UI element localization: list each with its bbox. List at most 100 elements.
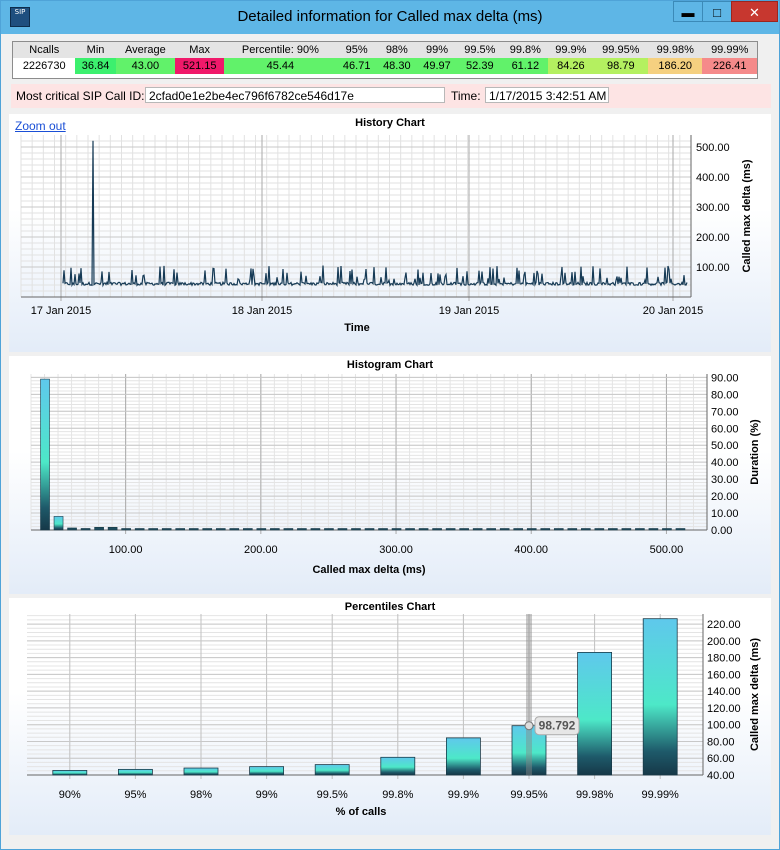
stat-header: 98% [376,42,417,58]
histogram-bar [526,528,537,531]
stat-value: 521.15 [175,58,225,74]
y-tick-label: 60.00 [711,423,739,435]
y-tick-label: 400.00 [696,172,730,184]
x-tick-label: 99.9% [448,789,479,801]
histogram-bar [472,528,483,531]
y-tick-label: 90.00 [711,372,739,384]
call-id-field[interactable]: 2cfad0e1e2be4ec796f6782ce546d17e [145,87,445,103]
x-tick-label: 100.00 [109,544,143,556]
y-tick-label: 160.00 [707,669,741,681]
stat-header: 99.5% [457,42,503,58]
y-axis-title: Called max delta (ms) [741,159,753,272]
histogram-bar [486,528,496,531]
x-tick-label: 99% [256,789,278,801]
histogram-bar [148,528,158,531]
minimize-button[interactable]: ▬ [673,1,703,22]
y-axis-title: Called max delta (ms) [749,638,761,751]
histogram-bar [378,528,388,531]
x-axis-title: % of calls [336,806,387,818]
stat-header: 99.98% [648,42,703,58]
histogram-bar [229,528,240,531]
tooltip-value: 98.792 [539,719,576,733]
y-tick-label: 200.00 [696,232,730,244]
title-bar[interactable]: SIP Detailed information for Called max … [1,1,779,34]
stat-header: 99% [416,42,458,58]
percentiles-chart-panel: Percentiles Chart 40.00 60.00 80.00 100.00 12… [9,598,771,835]
stat-header: Min [75,42,116,58]
histogram-bar [445,528,456,531]
stat-value: 46.71 [336,58,377,74]
percentile-bar [249,766,285,776]
y-tick-label: 70.00 [711,406,739,418]
histogram-bar [324,528,334,531]
x-tick-label: 300.00 [379,544,413,556]
x-tick-label: 18 Jan 2015 [232,305,293,317]
stat-header: 99.99% [702,42,757,58]
chart-title: History Chart [355,117,425,129]
y-tick-label: 220.00 [707,619,741,631]
x-axis-title: Called max delta (ms) [312,564,425,576]
histogram-bar [202,528,213,531]
histogram-bar [621,528,632,531]
y-tick-label: 40.00 [711,457,739,469]
x-tick-label: 99.8% [382,789,413,801]
x-tick-label: 200.00 [244,544,278,556]
stat-value: 84.26 [548,58,594,74]
histogram-bar [635,528,645,531]
stat-value: 48.30 [376,58,417,74]
x-tick-label: 500.00 [650,544,684,556]
percentile-bar [314,764,350,776]
histogram-bar [94,526,104,531]
histogram-chart-panel: Histogram Chart 100.00 200.00 300.00 400.00 5… [9,356,771,594]
history-series-line [62,140,688,288]
histogram-bar [648,528,659,531]
histogram-bar [243,528,253,531]
stat-header: 99.95% [593,42,649,58]
history-chart[interactable]: History Chart 100.00 200.00 300.00 400.00 500… [9,114,771,352]
histogram-chart[interactable]: Histogram Chart 100.00 200.00 300.00 400.00 5… [9,356,771,594]
x-tick-label: 95% [124,789,146,801]
histogram-bar [175,528,186,531]
histogram-bar [161,528,172,531]
chart-title: Histogram Chart [347,359,434,371]
histogram-bar [297,528,307,531]
hover-cursor-line [526,614,532,775]
histogram-bar [40,378,50,531]
time-label: Time: [451,89,481,103]
tooltip-box [534,716,580,736]
histogram-bar [53,516,64,531]
y-tick-label: 180.00 [707,653,741,665]
maximize-button[interactable]: □ [702,1,732,22]
time-field[interactable]: 1/17/2015 3:42:51 AM [485,87,609,103]
x-tick-label: 99.95% [510,789,548,801]
zoom-out-link[interactable]: Zoom out [15,119,66,133]
y-tick-label: 100.00 [707,720,741,732]
x-tick-label: 98% [190,789,212,801]
y-tick-label: 60.00 [707,753,735,765]
histogram-bar [391,528,402,531]
stat-header: Max [175,42,225,58]
histogram-bar [67,527,77,531]
histogram-bar [188,528,199,531]
x-tick-label: 90% [59,789,81,801]
histogram-bar [662,528,672,531]
percentile-bar [118,768,153,776]
y-tick-label: 300.00 [696,202,730,214]
x-tick-label: 400.00 [514,544,548,556]
histogram-bar [432,528,442,531]
y-tick-label: 10.00 [711,508,739,520]
histogram-bar [553,528,564,531]
x-tick-label: 99.5% [317,789,348,801]
y-tick-label: 0.00 [711,525,732,537]
stat-value: 52.39 [457,58,503,74]
y-axis-title: Duration (%) [749,419,761,485]
window-title: Detailed information for Called max delt… [237,8,543,25]
percentiles-chart[interactable]: Percentiles Chart 40.00 60.00 80.00 100.00 12… [9,598,771,835]
histogram-bar [337,528,348,531]
stat-header: Percentile: 90% [224,42,337,58]
percentile-bar [642,618,678,776]
histogram-bar [418,528,429,531]
stat-value: 186.20 [648,58,703,74]
close-button[interactable]: ✕ [731,1,778,22]
y-tick-label: 100.00 [696,262,730,274]
